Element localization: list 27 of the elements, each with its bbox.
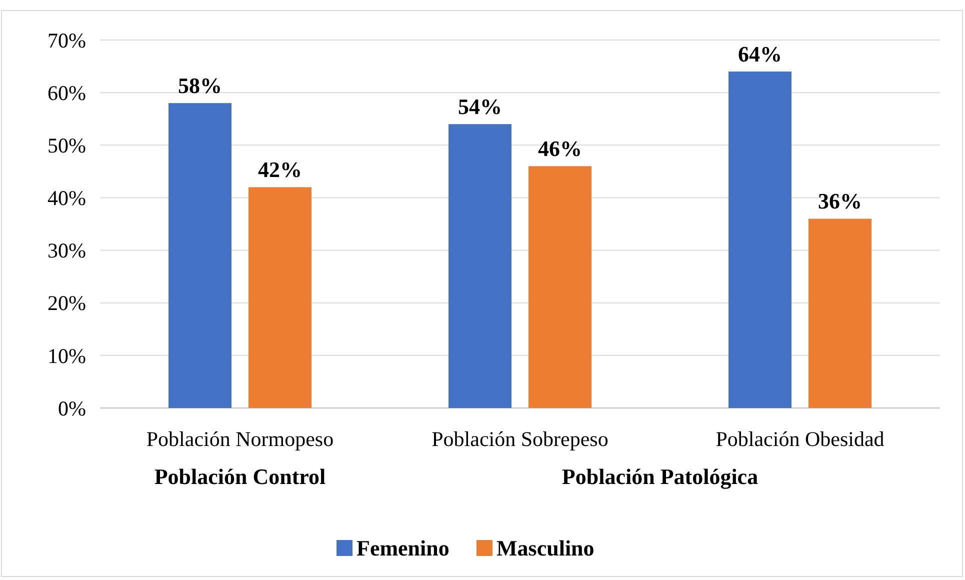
legend-label: Masculino [496,536,594,561]
y-tick-label: 40% [48,186,86,210]
y-tick-label: 60% [48,80,86,105]
bar [528,166,592,408]
x-tick-label: Población Normopeso [146,427,334,451]
bar [248,187,312,408]
data-label: 36% [818,188,862,214]
x-tick-label: Población Obesidad [716,427,885,451]
data-label: 46% [538,136,582,162]
data-label: 64% [738,42,782,67]
bar [728,72,792,408]
bar [448,124,512,408]
y-tick-label: 20% [48,291,86,316]
y-tick-label: 30% [48,238,86,263]
bar [168,103,232,408]
text: Población Patológica [562,464,758,489]
y-tick-label: 0% [58,396,86,420]
y-tick-label: 10% [48,344,86,368]
text: Población Control [154,464,326,489]
y-tick-label: 50% [48,133,86,158]
data-label: 42% [258,157,302,182]
data-label: 58% [178,73,222,98]
bar [808,218,872,408]
data-label: 54% [458,94,502,120]
y-tick-label: 70% [48,28,86,52]
x-tick-label: Población Sobrepeso [432,427,608,451]
legend-label: Femenino [356,536,450,561]
